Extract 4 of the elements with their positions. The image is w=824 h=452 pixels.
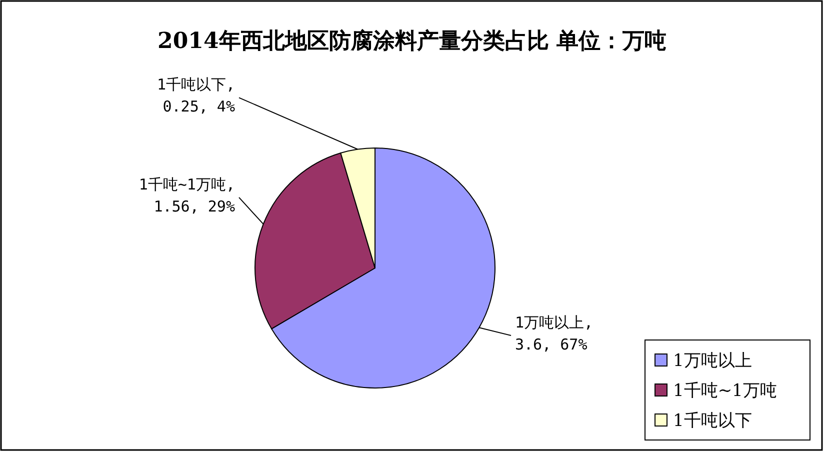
chart-title: 2014年西北地区防腐涂料产量分类占比 单位：万吨 bbox=[158, 28, 666, 54]
legend-label: 1万吨以上 bbox=[673, 351, 752, 371]
legend-label: 1千吨~1万吨 bbox=[673, 381, 777, 401]
legend-label: 1千吨以下 bbox=[673, 411, 752, 431]
